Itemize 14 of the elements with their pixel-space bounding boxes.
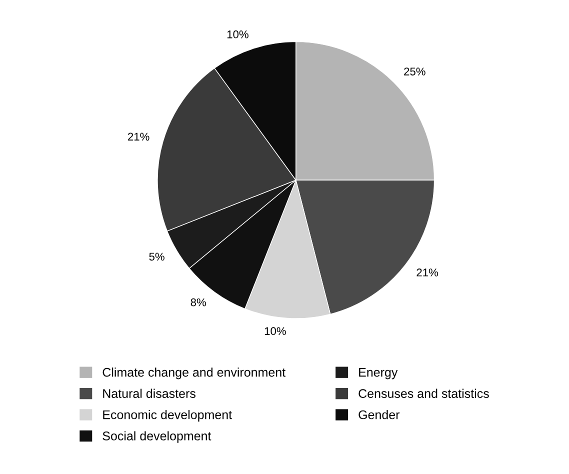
legend-label: Climate change and environment [102, 368, 286, 380]
data-label: 10% [264, 327, 286, 336]
data-label: 5% [149, 252, 164, 261]
legend-label: Gender [358, 410, 400, 420]
legend-label: Social development [102, 431, 212, 443]
data-label: 21% [128, 132, 150, 141]
legend-label: Economic development [103, 410, 232, 422]
legend-label: Energy [359, 368, 398, 380]
data-label: 25% [404, 68, 426, 76]
data-label: 10% [227, 30, 248, 38]
data-label: 8% [190, 298, 206, 306]
legend-label: Natural disasters [103, 388, 196, 398]
legend-label: Censuses and statistics [358, 388, 489, 398]
data-label: 21% [416, 268, 438, 276]
